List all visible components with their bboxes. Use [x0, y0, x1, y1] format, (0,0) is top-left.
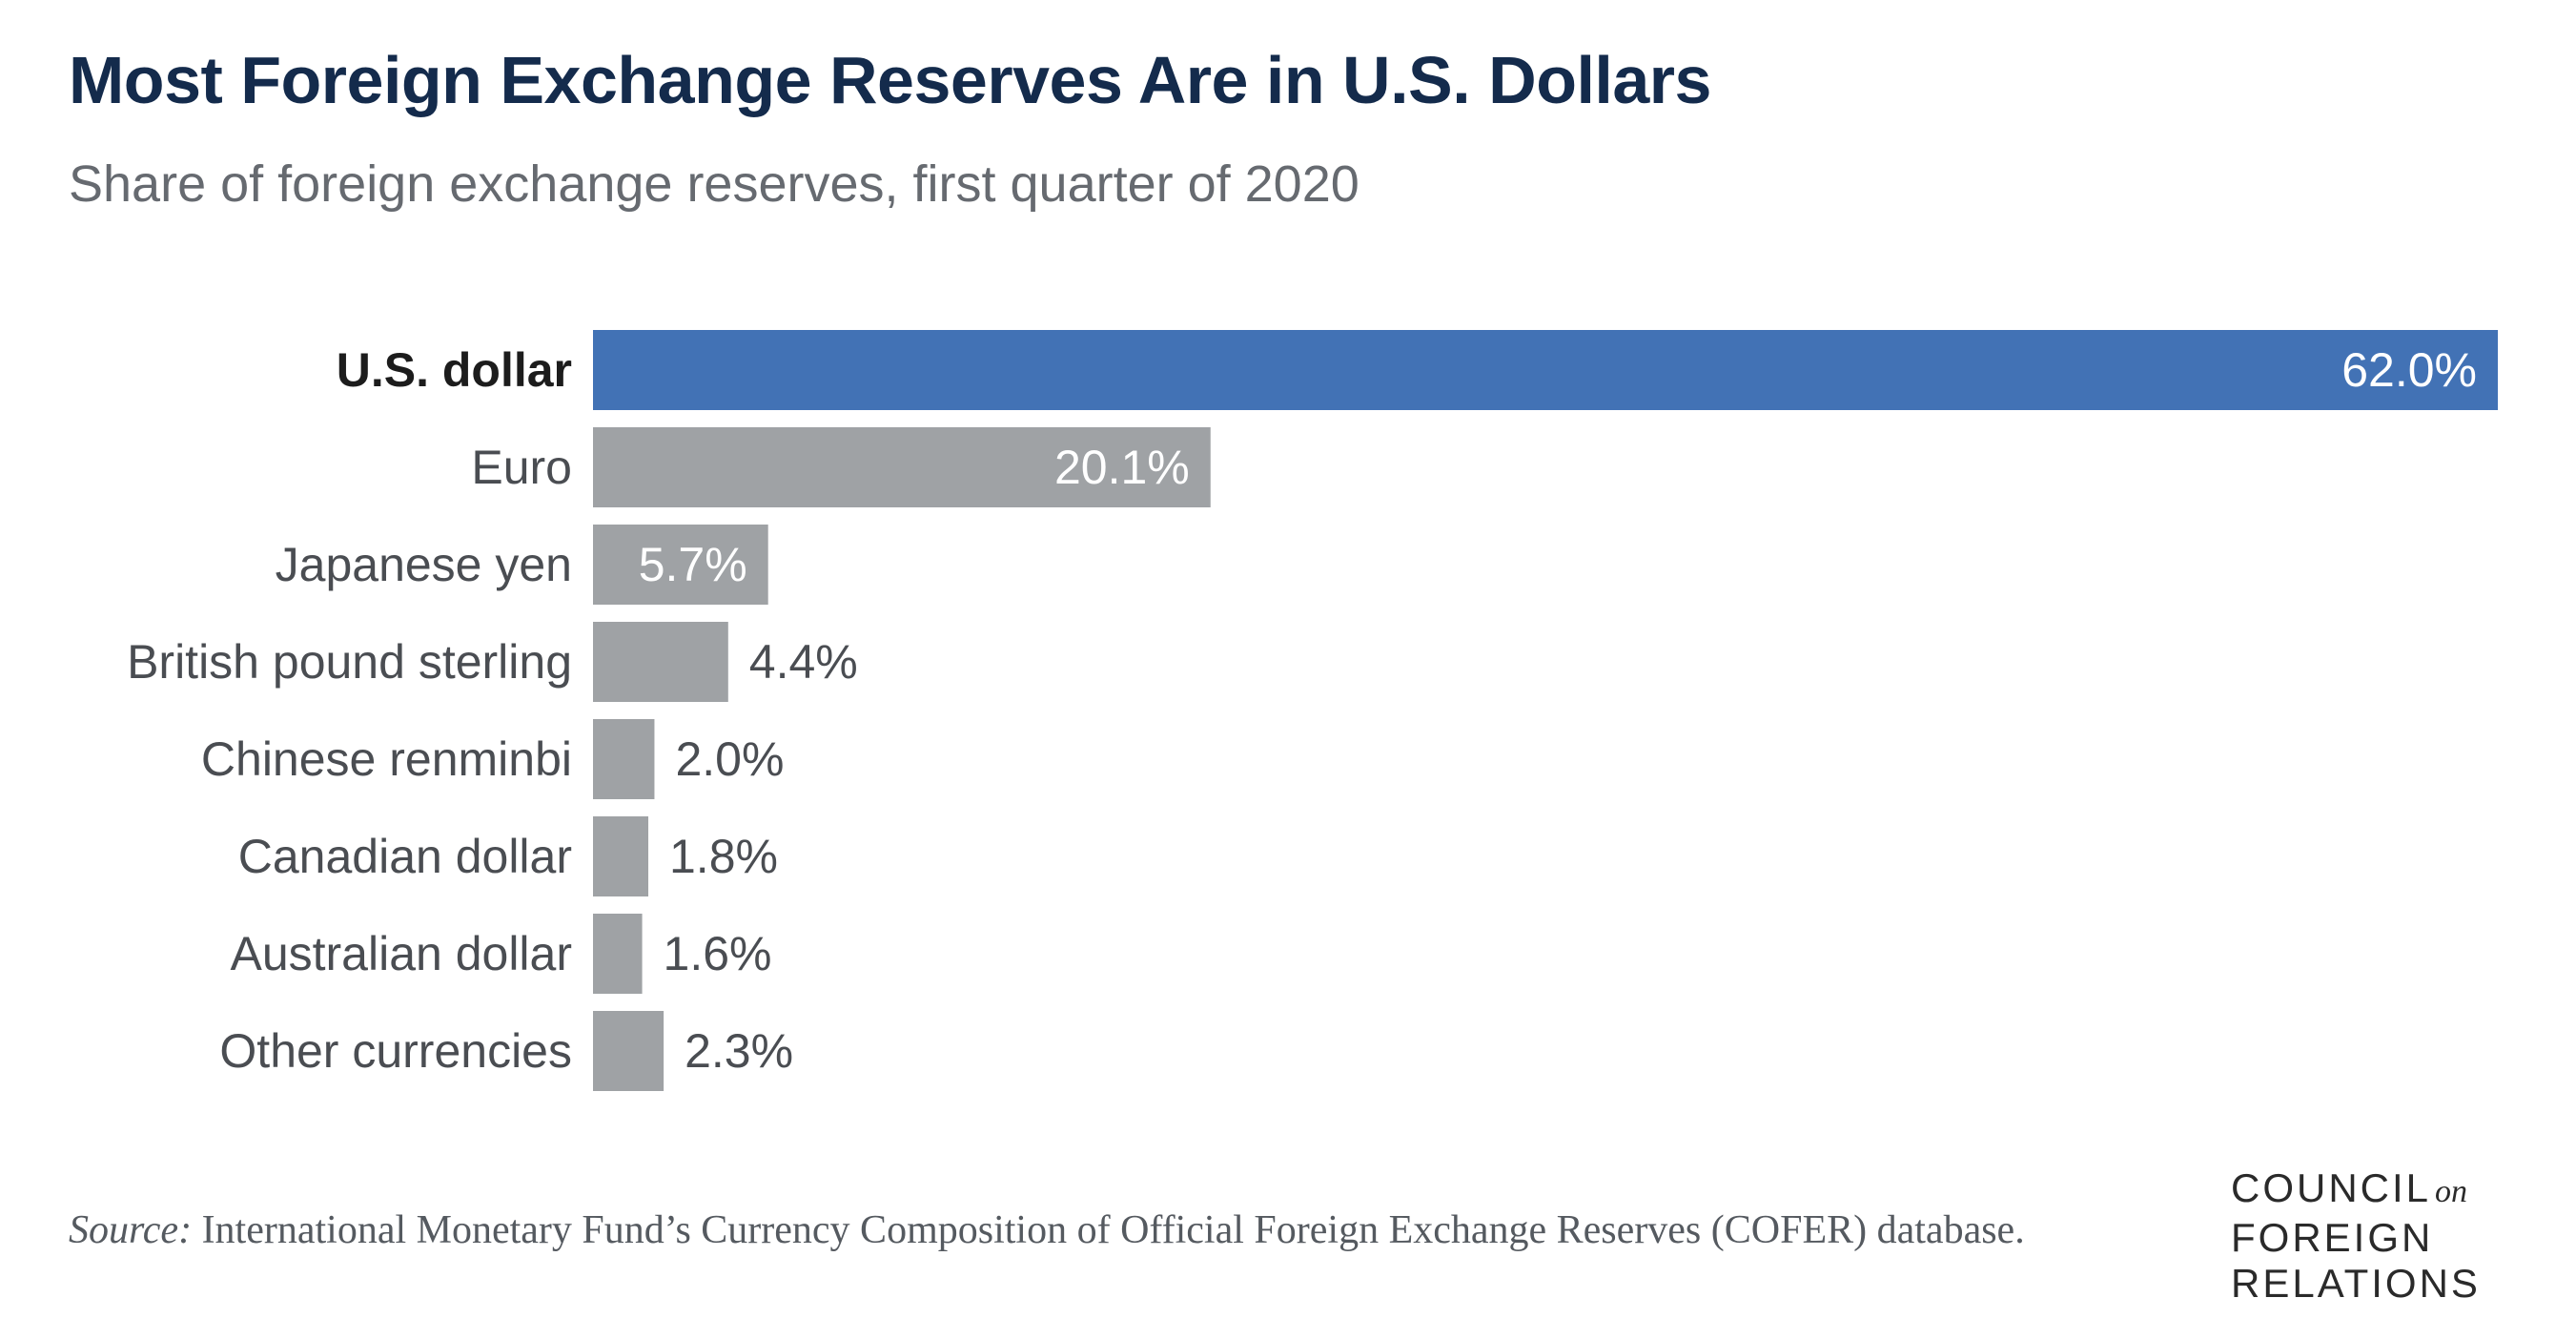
- bar-7: [593, 1011, 664, 1091]
- bars-group: [593, 330, 2498, 1091]
- logo-line-2: FOREIGN: [2231, 1215, 2434, 1260]
- bar-2: [593, 525, 768, 605]
- value-label-0: 62.0%: [2341, 343, 2477, 397]
- bar-5: [593, 816, 649, 896]
- source-note: Source: International Monetary Fund’s Cu…: [69, 1207, 2025, 1253]
- value-label-5: 1.8%: [669, 830, 778, 883]
- source-label: Source:: [69, 1208, 193, 1252]
- bar-4: [593, 719, 655, 799]
- category-label-1: Euro: [471, 441, 572, 494]
- value-label-2: 5.7%: [639, 538, 747, 591]
- category-label-6: Australian dollar: [230, 927, 572, 980]
- category-label-0: U.S. dollar: [337, 343, 572, 397]
- bar-0: [593, 330, 2498, 410]
- chart-title: Most Foreign Exchange Reserves Are in U.…: [69, 43, 1711, 117]
- logo-line-3: RELATIONS: [2231, 1261, 2481, 1306]
- category-labels: U.S. dollar Euro Japanese yen British pound…: [127, 343, 572, 1078]
- chart-subtitle: Share of foreign exchange reserves, firs…: [69, 155, 1360, 213]
- bar-1: [593, 427, 1211, 507]
- value-label-3: 4.4%: [749, 635, 858, 689]
- source-text: International Monetary Fund’s Currency C…: [192, 1208, 2025, 1252]
- category-label-4: Chinese renminbi: [201, 732, 572, 786]
- logo-council: COUNCIL: [2231, 1165, 2432, 1210]
- logo-line-1: COUNCIL on: [2231, 1165, 2481, 1215]
- cfr-logo: COUNCIL on FOREIGN RELATIONS: [2231, 1165, 2481, 1307]
- value-labels: 62.0% 20.1% 5.7%4.4% 2.0% 1.8% 1.6% 2.3%: [639, 343, 2477, 1078]
- category-label-5: Canadian dollar: [238, 830, 572, 883]
- bar-6: [593, 914, 643, 994]
- category-label-7: Other currencies: [219, 1024, 572, 1078]
- value-label-1: 20.1%: [1054, 441, 1190, 494]
- value-label-7: 2.3%: [685, 1024, 793, 1078]
- logo-on: on: [2435, 1174, 2468, 1209]
- value-label-4: 2.0%: [675, 732, 784, 786]
- category-label-3: British pound sterling: [127, 635, 572, 689]
- category-label-2: Japanese yen: [276, 538, 572, 591]
- value-label-6: 1.6%: [664, 927, 772, 980]
- bar-3: [593, 622, 728, 702]
